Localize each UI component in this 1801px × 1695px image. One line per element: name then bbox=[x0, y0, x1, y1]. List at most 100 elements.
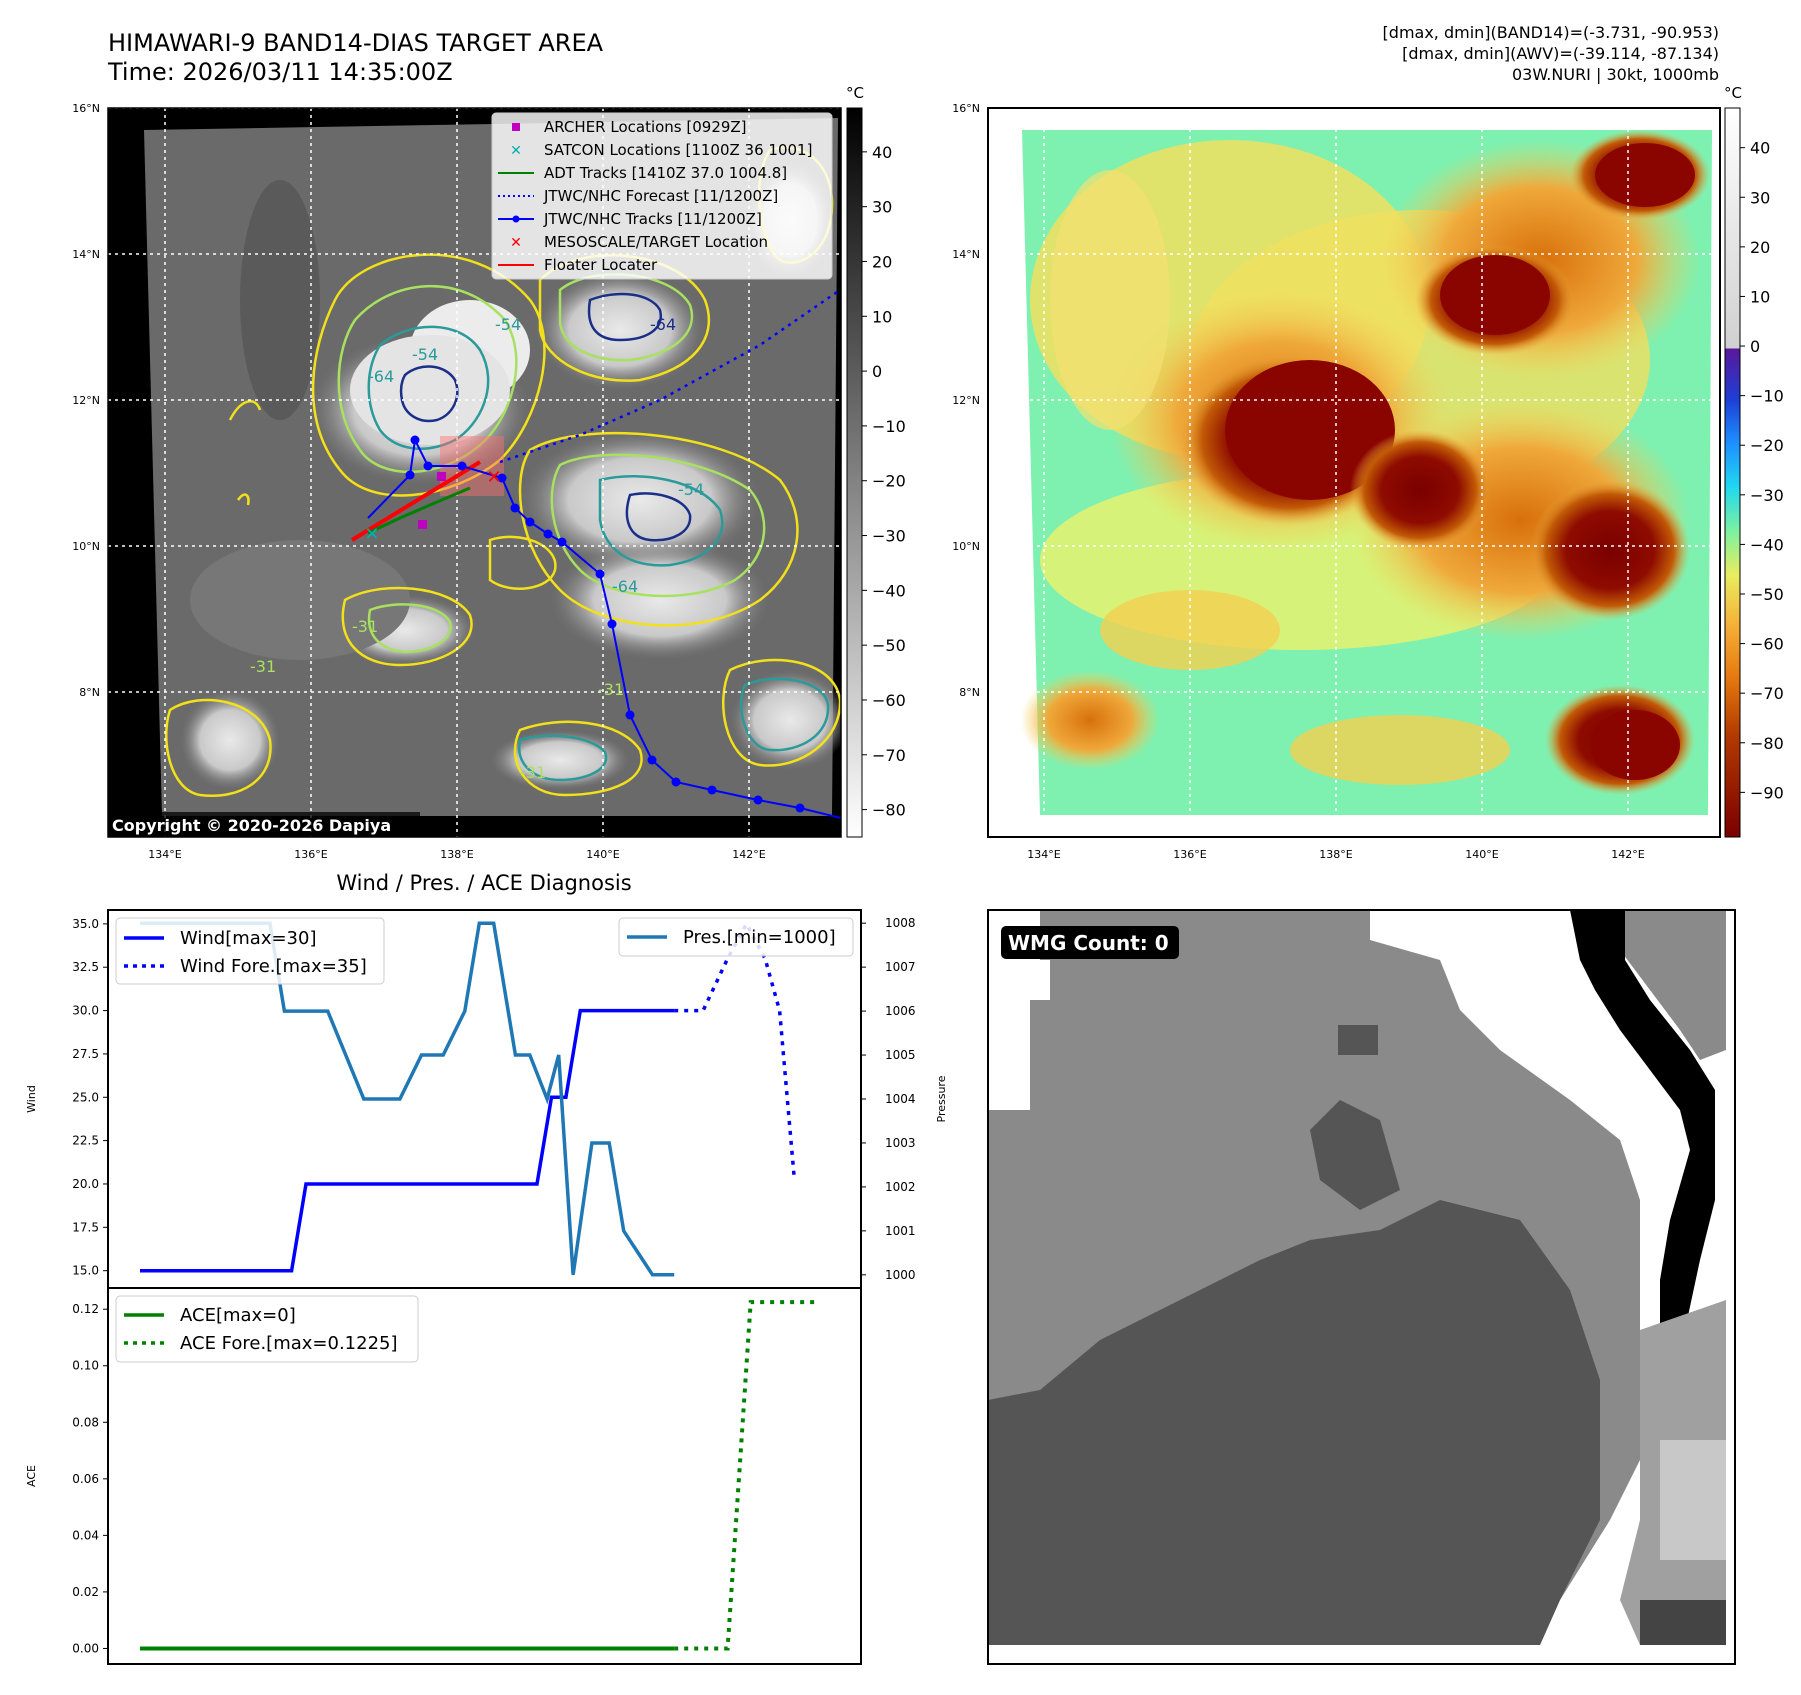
colorbar-tick-label: −40 bbox=[872, 581, 906, 600]
contour-label: -64 bbox=[650, 315, 676, 334]
wind-series bbox=[140, 920, 796, 1277]
ir-map-panel: -54 -64 -54 -64 -31 -31 -64 -54 -31 -31 bbox=[107, 107, 842, 838]
ir-colorbar-bar bbox=[846, 107, 863, 838]
lon-label: 142°E bbox=[732, 848, 765, 861]
legend-label: ADT Tracks [1410Z 37.0 1004.8] bbox=[544, 164, 787, 182]
ir-colorbar-unit: °C bbox=[846, 84, 864, 102]
wind-legend-label: Wind[max=30] bbox=[180, 928, 317, 949]
lat-label: 8°N bbox=[79, 686, 100, 699]
figure-title: HIMAWARI-9 BAND14-DIAS TARGET AREA bbox=[108, 29, 604, 57]
pressure-tick-label: 1007 bbox=[885, 960, 916, 974]
legend-marker: ✕ bbox=[510, 143, 522, 159]
adt-track bbox=[367, 486, 471, 535]
ace-series bbox=[140, 1300, 819, 1651]
colorbar-tick-label: −90 bbox=[1750, 783, 1784, 802]
legend-marker bbox=[512, 123, 520, 131]
wind-tick-label: 35.0 bbox=[72, 917, 99, 931]
contour-label: -31 bbox=[598, 680, 624, 699]
figure-time: Time: 2026/03/11 14:35:00Z bbox=[107, 58, 453, 86]
colorbar-tick-label: 20 bbox=[1750, 238, 1770, 257]
colorbar-tick-label: 0 bbox=[1750, 337, 1760, 356]
wind-tick-label: 27.5 bbox=[72, 1047, 99, 1061]
ace-tick-label: 0.10 bbox=[72, 1359, 99, 1373]
jtwc-forecast-track bbox=[499, 288, 841, 464]
colorbar-tick-label: 40 bbox=[872, 143, 892, 162]
colorbar-tick-label: −40 bbox=[1750, 535, 1784, 554]
ace-legend: ACE[max=0] ACE Fore.[max=0.1225] bbox=[115, 1295, 419, 1363]
map-legend-box bbox=[491, 112, 833, 280]
lat-label: 10°N bbox=[72, 540, 100, 553]
wind-line bbox=[140, 1008, 675, 1273]
lat-label: 12°N bbox=[952, 394, 980, 407]
pressure-tick-label: 1003 bbox=[885, 1136, 916, 1150]
pressure-axis-ticks: 1008 1007 1006 1005 1004 1003 1002 1001 1000 bbox=[861, 916, 916, 1282]
legend-label: JTWC/NHC Forecast [11/1200Z] bbox=[543, 187, 778, 205]
wind-legend: Wind[max=30] Wind Fore.[max=35] bbox=[115, 917, 385, 985]
wind-tick-label: 17.5 bbox=[72, 1220, 99, 1234]
lon-label: 140°E bbox=[1465, 848, 1498, 861]
colorbar-tick-label: −80 bbox=[1750, 734, 1784, 753]
contour-label: -54 bbox=[678, 480, 704, 499]
diagnosis-title: Wind / Pres. / ACE Diagnosis bbox=[336, 871, 631, 895]
lon-label: 140°E bbox=[586, 848, 619, 861]
contour-label: -31 bbox=[352, 617, 378, 636]
archer-location bbox=[437, 472, 446, 481]
colorbar-tick-label: 10 bbox=[1750, 287, 1770, 306]
awv-moisture-field bbox=[1020, 130, 1710, 795]
colorbar-tick-label: −80 bbox=[872, 801, 906, 820]
lat-label: 12°N bbox=[72, 394, 100, 407]
contour-label: -54 bbox=[412, 345, 438, 364]
wmg-count-badge bbox=[1001, 926, 1179, 959]
wind-tick-label: 15.0 bbox=[72, 1264, 99, 1278]
awv-colorbar-bar bbox=[1724, 107, 1741, 838]
colorbar-tick-label: −70 bbox=[1750, 684, 1784, 703]
contour-label: -31 bbox=[250, 657, 276, 676]
floater-locater-track bbox=[350, 460, 482, 542]
stats-band14: [dmax, dmin](BAND14)=(-3.731, -90.953) bbox=[1383, 23, 1719, 42]
lat-label: 10°N bbox=[952, 540, 980, 553]
pressure-legend-box bbox=[618, 917, 854, 957]
lon-label: 134°E bbox=[1027, 848, 1060, 861]
ace-tick-label: 0.00 bbox=[72, 1641, 99, 1655]
pressure-tick-label: 1001 bbox=[885, 1224, 916, 1238]
ace-chart: 0.12 0.10 0.08 0.06 0.04 0.02 0.00 ACE ACE[max… bbox=[25, 1287, 862, 1665]
ace-legend-box bbox=[115, 1295, 419, 1363]
wind-tick-label: 20.0 bbox=[72, 1177, 99, 1191]
lat-label: 14°N bbox=[72, 248, 100, 261]
ace-axis-ticks: 0.12 0.10 0.08 0.06 0.04 0.02 0.00 bbox=[72, 1302, 108, 1655]
pressure-tick-label: 1000 bbox=[885, 1268, 916, 1282]
awv-map-gridlines bbox=[988, 108, 1720, 837]
legend-marker: ✕ bbox=[510, 235, 522, 251]
wind-legend-box bbox=[115, 917, 385, 985]
ace-tick-label: 0.12 bbox=[72, 1302, 99, 1316]
ace-tick-label: 0.02 bbox=[72, 1585, 99, 1599]
pressure-tick-label: 1005 bbox=[885, 1048, 916, 1062]
colorbar-tick-label: −20 bbox=[1750, 436, 1784, 455]
wind-tick-label: 30.0 bbox=[72, 1004, 99, 1018]
ace-tick-label: 0.06 bbox=[72, 1472, 99, 1486]
wmg-frame bbox=[987, 909, 1736, 1665]
awv-map-frame bbox=[987, 107, 1721, 838]
pressure-legend: Pres.[min=1000] bbox=[618, 917, 854, 957]
colorbar-tick-label: −50 bbox=[1750, 585, 1784, 604]
wind-tick-label: 25.0 bbox=[72, 1090, 99, 1104]
contour-label: -64 bbox=[612, 577, 638, 596]
legend-label: SATCON Locations [1100Z 36 1001] bbox=[544, 141, 812, 159]
ir-map-axis-labels: 16°N 14°N 12°N 10°N 8°N 134°E 136°E 138°… bbox=[72, 102, 766, 861]
colorbar-tick-label: 30 bbox=[872, 198, 892, 217]
lon-label: 134°E bbox=[148, 848, 181, 861]
archer-location bbox=[418, 520, 427, 529]
pressure-tick-label: 1006 bbox=[885, 1004, 916, 1018]
legend-label: ARCHER Locations [0929Z] bbox=[544, 118, 747, 136]
contour-label: -31 bbox=[520, 763, 546, 782]
jtwc-track-points bbox=[405, 435, 805, 813]
awv-map-axis-labels: 16°N 14°N 12°N 10°N 8°N 134°E 136°E 138°… bbox=[952, 102, 1645, 861]
pressure-line bbox=[140, 921, 675, 1277]
contour-label-group: -54 -64 -54 -64 -31 -31 -64 -54 -31 -31 bbox=[250, 315, 704, 782]
lon-label: 136°E bbox=[1173, 848, 1206, 861]
colorbar-tick-label: 20 bbox=[872, 252, 892, 271]
wmg-gray-field bbox=[988, 910, 1726, 1645]
lat-label: 16°N bbox=[952, 102, 980, 115]
colorbar-tick-label: −30 bbox=[1750, 486, 1784, 505]
colorbar-tick-label: 30 bbox=[1750, 188, 1770, 207]
